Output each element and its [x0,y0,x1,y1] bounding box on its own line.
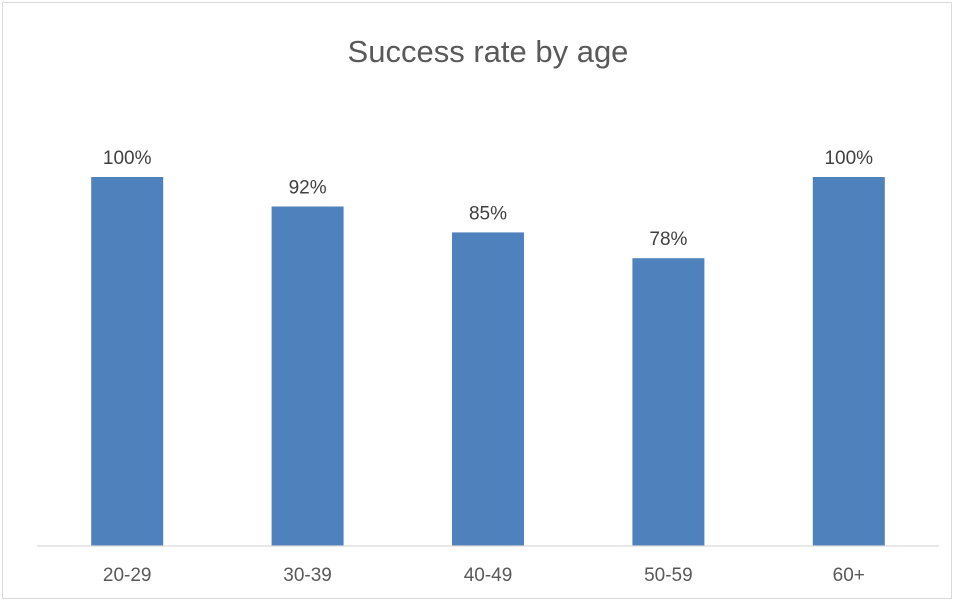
bar-30-39 [271,206,344,546]
data-label-40-49: 85% [469,203,507,224]
data-labels-group: 100% 92% 85% 78% 100% [103,148,873,250]
x-tick-label-30-39: 30-39 [283,565,332,586]
bars-group [91,177,885,546]
x-tick-label-20-29: 20-29 [103,565,152,586]
bar-40-49 [452,232,524,546]
bar-50-59 [632,258,705,546]
bar-20-29 [91,177,164,546]
data-label-60+: 100% [824,148,873,169]
bar-60+ [812,177,885,546]
x-tick-label-60+: 60+ [833,565,865,586]
x-tick-label-50-59: 50-59 [644,565,693,586]
data-label-50-59: 78% [649,229,687,250]
data-label-30-39: 92% [289,178,327,199]
x-tick-label-40-49: 40-49 [464,565,513,586]
chart-title: Success rate by age [348,34,629,69]
data-label-20-29: 100% [103,148,152,169]
tick-labels-group: 20-29 30-39 40-49 50-59 60+ [103,565,865,586]
